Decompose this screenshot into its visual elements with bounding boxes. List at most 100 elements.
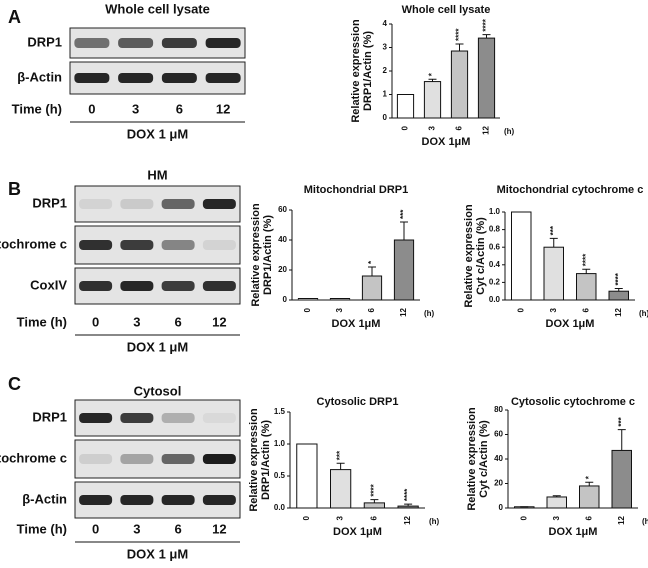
x-axis-label: DOX 1μM (422, 136, 471, 148)
x-tick-label: 6 (369, 515, 378, 520)
error-bar (368, 266, 376, 276)
error-bar (482, 34, 491, 39)
y-tick-label: 0 (383, 113, 388, 122)
bar (477, 37, 496, 119)
y-axis-label: DRP1/Actin (%) (362, 31, 374, 111)
bar (576, 273, 597, 301)
y-tick-label: 0 (283, 295, 288, 304)
error-bar (614, 288, 623, 292)
y-axis-label: Cyt c/Actin (%) (475, 217, 487, 295)
x-tick-label: 0 (519, 515, 528, 520)
blot-band (161, 413, 195, 423)
y-tick-label: 40 (494, 454, 503, 463)
y-tick-label: 2 (383, 66, 388, 75)
y-tick-label: 0.8 (489, 225, 501, 234)
blot-band (202, 454, 236, 464)
significance-mark: **** (369, 483, 378, 496)
y-tick-label: 1.0 (274, 439, 286, 448)
y-tick-label: 0.4 (489, 260, 501, 269)
chart-title: Mitochondrial cytochrome c (497, 184, 644, 196)
blot-band (79, 281, 113, 291)
blot-band (74, 38, 110, 48)
chart-title: Cytosolic cytochrome c (511, 396, 635, 408)
x-axis-label: DOX 1μM (546, 318, 595, 330)
time-value: 12 (212, 521, 226, 536)
significance-mark: *** (617, 416, 626, 426)
treatment-label: DOX 1 μM (127, 546, 188, 561)
blot-band (120, 454, 154, 464)
blot-row-label: Cytochrome c (0, 236, 67, 251)
y-tick-label: 0.2 (489, 278, 501, 287)
bar (543, 246, 564, 301)
x-tick-label: 3 (335, 307, 344, 312)
bar (611, 449, 632, 509)
y-tick-label: 1 (383, 90, 388, 99)
panel-label: C (8, 374, 21, 394)
blot-row-label: DRP1 (32, 195, 67, 210)
x-tick-label: 0 (401, 125, 410, 130)
blot-band (118, 38, 154, 48)
blot-band (118, 73, 154, 83)
blot-band (205, 73, 241, 83)
x-tick-label: 6 (455, 125, 464, 130)
y-tick-label: 1.0 (489, 207, 501, 216)
x-tick-label: 6 (581, 307, 590, 312)
blot-row-label: Cytochrome c (0, 450, 67, 465)
significance-mark: *** (399, 209, 408, 219)
significance-mark: * (428, 72, 437, 76)
time-value: 3 (133, 521, 140, 536)
bar (397, 505, 419, 509)
blot-band (79, 495, 113, 505)
time-value: 3 (132, 101, 139, 116)
time-value: 6 (175, 314, 182, 329)
time-label: Time (h) (17, 521, 67, 536)
error-bar (582, 268, 591, 274)
blot-band (205, 38, 241, 48)
error-bar (585, 481, 594, 486)
y-axis-label: DRP1/Actin (%) (260, 420, 272, 500)
y-tick-label: 0.6 (489, 242, 501, 251)
x-tick-label: 12 (614, 307, 623, 316)
blot-row-label: CoxIV (30, 277, 67, 292)
time-value: 0 (92, 521, 99, 536)
significance-mark: **** (455, 28, 464, 41)
x-tick-label: 3 (552, 515, 561, 520)
y-axis-label: Relative expression (350, 19, 362, 123)
bar (361, 275, 383, 301)
blot-band (79, 454, 113, 464)
treatment-label: DOX 1 μM (127, 126, 188, 141)
blot-band (120, 495, 154, 505)
blot-band (161, 240, 195, 250)
time-value: 6 (176, 101, 183, 116)
blot-band (120, 240, 154, 250)
treatment-label: DOX 1 μM (127, 339, 188, 354)
error-bar (428, 78, 437, 82)
y-tick-label: 0.0 (489, 295, 501, 304)
time-value: 0 (88, 101, 95, 116)
blot-title: Whole cell lysate (105, 1, 210, 16)
blot-title: Cytosol (134, 383, 182, 398)
x-tick-label: 12 (403, 515, 412, 524)
blot-band (161, 38, 197, 48)
x-tick-label: 12 (399, 307, 408, 316)
blot-row-label: β-Actin (22, 491, 67, 506)
time-value: 12 (212, 314, 226, 329)
bar (450, 50, 469, 119)
blot-band (202, 199, 236, 209)
y-tick-label: 40 (278, 235, 287, 244)
y-axis-label: Relative expression (248, 408, 260, 512)
blot-band (202, 413, 236, 423)
time-value: 0 (92, 314, 99, 329)
y-axis-label: Relative expression (466, 407, 478, 511)
error-bar (552, 495, 561, 497)
x-axis-label: DOX 1μM (332, 318, 381, 330)
x-unit: (h) (429, 517, 440, 526)
significance-mark: * (367, 260, 376, 264)
x-axis-label: DOX 1μM (549, 526, 598, 538)
significance-mark: **** (581, 253, 590, 266)
error-bar (336, 462, 345, 470)
y-tick-label: 0.5 (274, 471, 286, 480)
significance-mark: * (584, 475, 593, 479)
x-tick-label: 12 (482, 125, 491, 134)
